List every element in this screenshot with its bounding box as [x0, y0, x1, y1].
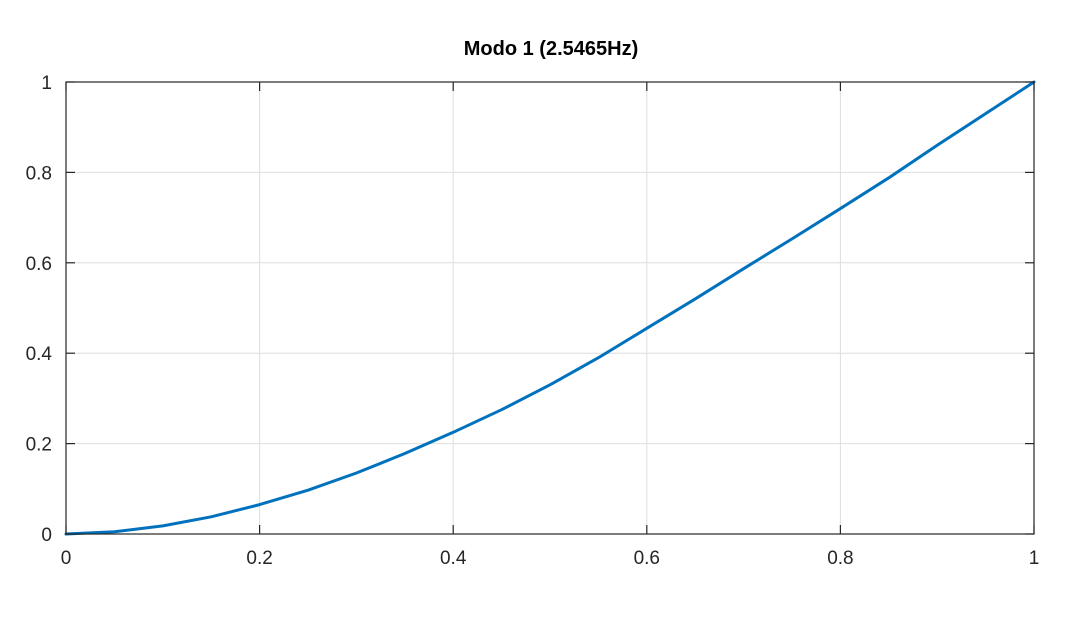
grid-lines	[65, 81, 1035, 535]
y-tick-label: 0.8	[26, 163, 52, 184]
x-tick-label: 1	[1029, 548, 1040, 569]
y-tick-label: 1	[41, 73, 52, 94]
axes	[65, 81, 1035, 535]
y-tick-label: 0.4	[26, 344, 53, 365]
x-tick-label: 0.8	[827, 548, 853, 569]
x-tick-label: 0.2	[246, 548, 272, 569]
y-tick-label: 0.2	[26, 435, 52, 456]
series-line	[64, 80, 1036, 536]
y-tick-label: 0	[41, 525, 52, 546]
x-tick-label: 0.4	[440, 548, 467, 569]
x-tick-label: 0	[61, 548, 72, 569]
y-tick-label: 0.6	[26, 254, 52, 275]
x-axis-ticks: 0 0.2 0.4 0.6 0.8 1	[61, 82, 1040, 569]
chart-title: Modo 1 (2.5465Hz)	[464, 38, 638, 60]
y-axis-ticks: 0 0.2 0.4 0.6 0.8 1	[26, 73, 1034, 546]
series-lines	[64, 80, 1036, 536]
plot-area-border	[65, 81, 1035, 535]
x-tick-label: 0.6	[634, 548, 660, 569]
